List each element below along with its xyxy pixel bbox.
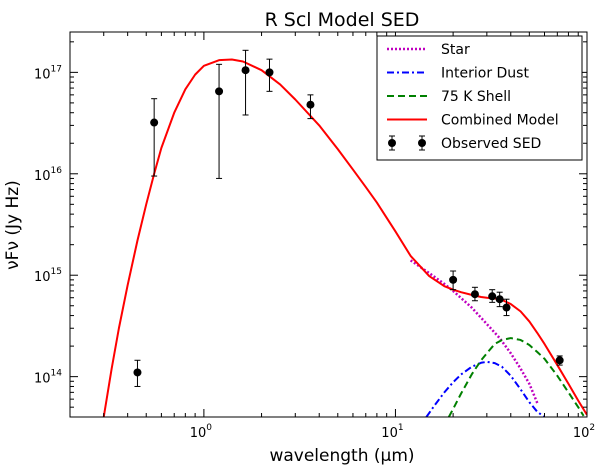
legend: Star Interior Dust 75 K Shell Combined Mode… (376, 35, 583, 161)
plot-area (102, 49, 587, 417)
x-axis-label: wavelength (μm) (269, 446, 414, 466)
observed-point (495, 291, 504, 308)
legend-label: 75 K Shell (441, 89, 511, 105)
y-tick-exponent: 15 (51, 267, 62, 277)
observed-point (241, 49, 250, 116)
series-interior-dust-line (425, 360, 546, 417)
observed-point (265, 58, 274, 92)
legend-label: Interior Dust (441, 66, 529, 82)
observed-point (133, 359, 142, 387)
observed-point (150, 98, 159, 177)
observed-marker (470, 290, 479, 299)
chart-title: R Scl Model SED (265, 9, 420, 31)
observed-marker (555, 356, 564, 365)
observed-marker (133, 368, 142, 377)
observed-point (555, 355, 564, 366)
observed-point (306, 94, 315, 120)
series-75-k-shell-line (447, 337, 585, 417)
observed-marker (306, 100, 315, 109)
series-star-line (409, 259, 539, 404)
observed-point (449, 270, 458, 291)
y-tick-exponent: 14 (51, 369, 63, 379)
legend-marker (388, 139, 396, 147)
legend-label: Combined Model (441, 113, 559, 129)
series-combined-model-line (102, 58, 587, 417)
y-tick-label: 1017 (34, 64, 62, 82)
x-tick-exponent: 0 (206, 423, 212, 433)
observed-marker (502, 303, 511, 312)
legend-frame (376, 35, 583, 161)
observed-marker (215, 87, 224, 96)
observed-point (488, 289, 497, 303)
legend-marker (418, 139, 426, 147)
observed-marker (241, 66, 250, 75)
legend-label: Star (441, 42, 470, 58)
y-tick-exponent: 16 (51, 166, 63, 176)
y-axis-label: νFν (Jy Hz) (3, 180, 23, 270)
legend-label: Observed SED (441, 136, 541, 152)
observed-marker (150, 118, 159, 127)
y-tick-label: 1015 (34, 267, 62, 285)
x-tick-label: 102 (573, 423, 595, 441)
x-tick-label: 100 (190, 423, 213, 441)
y-tick-label: 1016 (34, 166, 62, 184)
x-tick-exponent: 2 (589, 423, 595, 433)
plot-frame (69, 31, 588, 418)
y-axis-label-text: νFν (Jy Hz) (3, 180, 23, 270)
observed-point (502, 298, 511, 317)
y-tick-label: 1014 (34, 369, 62, 387)
observed-marker (265, 68, 274, 77)
x-tick-exponent: 1 (398, 423, 404, 433)
y-tick-exponent: 17 (51, 64, 62, 74)
legend-swatch-observed (388, 135, 426, 151)
observed-point (470, 286, 479, 302)
observed-marker (495, 295, 504, 304)
x-tick-label: 101 (381, 423, 403, 441)
observed-marker (449, 275, 458, 284)
observed-point (215, 63, 224, 179)
observed-marker (488, 292, 497, 301)
